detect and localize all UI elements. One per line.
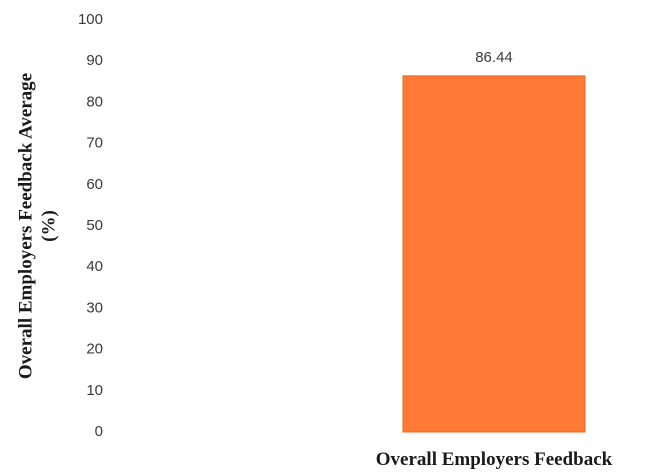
y-tick-label: 30 <box>86 299 103 316</box>
y-axis-title-line: (%) <box>38 210 59 242</box>
y-tick-label: 10 <box>86 382 103 399</box>
y-axis-title-line: Overall Employers Feedback Average <box>15 73 36 379</box>
bars <box>402 75 586 433</box>
bar-value-label: 86.44 <box>475 49 513 66</box>
y-axis-ticks: 0 10 20 30 40 50 60 70 80 90 100 <box>78 11 103 440</box>
data-labels: 86.44 <box>475 49 513 66</box>
y-tick-label: 90 <box>86 52 103 69</box>
y-tick-label: 100 <box>78 11 103 28</box>
bar <box>402 75 586 433</box>
y-tick-label: 80 <box>86 93 103 110</box>
y-tick-label: 20 <box>86 341 103 358</box>
x-axis-ticks: Overall Employers Feedback <box>376 449 613 470</box>
y-tick-label: 70 <box>86 135 103 152</box>
x-tick-label: Overall Employers Feedback <box>376 449 613 470</box>
y-tick-label: 50 <box>86 217 103 234</box>
y-axis-title: Overall Employers Feedback Average (%) <box>15 73 59 379</box>
y-tick-label: 0 <box>95 423 103 440</box>
y-tick-label: 60 <box>86 176 103 193</box>
y-tick-label: 40 <box>86 258 103 275</box>
